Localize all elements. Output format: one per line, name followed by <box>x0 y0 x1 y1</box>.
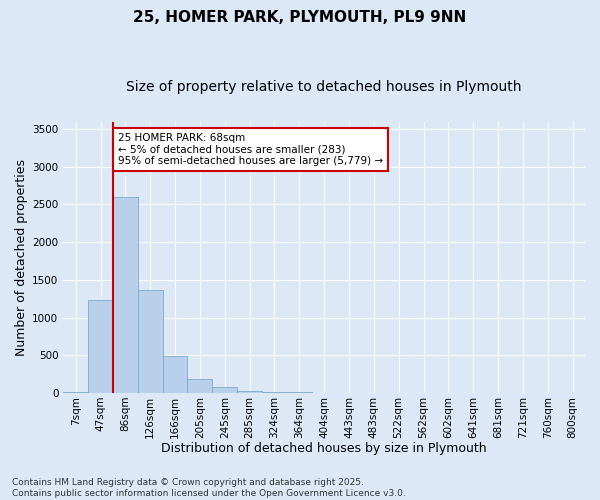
Bar <box>63 392 88 393</box>
Title: Size of property relative to detached houses in Plymouth: Size of property relative to detached ho… <box>127 80 522 94</box>
Bar <box>113 197 138 393</box>
Y-axis label: Number of detached properties: Number of detached properties <box>15 158 28 356</box>
X-axis label: Distribution of detached houses by size in Plymouth: Distribution of detached houses by size … <box>161 442 487 455</box>
Bar <box>287 392 312 393</box>
Bar <box>88 300 113 393</box>
Bar <box>262 392 287 393</box>
Text: 25 HOMER PARK: 68sqm
← 5% of detached houses are smaller (283)
95% of semi-detac: 25 HOMER PARK: 68sqm ← 5% of detached ho… <box>118 133 383 166</box>
Bar <box>237 392 262 393</box>
Text: Contains HM Land Registry data © Crown copyright and database right 2025.
Contai: Contains HM Land Registry data © Crown c… <box>12 478 406 498</box>
Bar <box>212 387 237 393</box>
Text: 25, HOMER PARK, PLYMOUTH, PL9 9NN: 25, HOMER PARK, PLYMOUTH, PL9 9NN <box>133 10 467 25</box>
Bar <box>163 356 187 393</box>
Bar <box>138 290 163 393</box>
Bar <box>187 379 212 393</box>
